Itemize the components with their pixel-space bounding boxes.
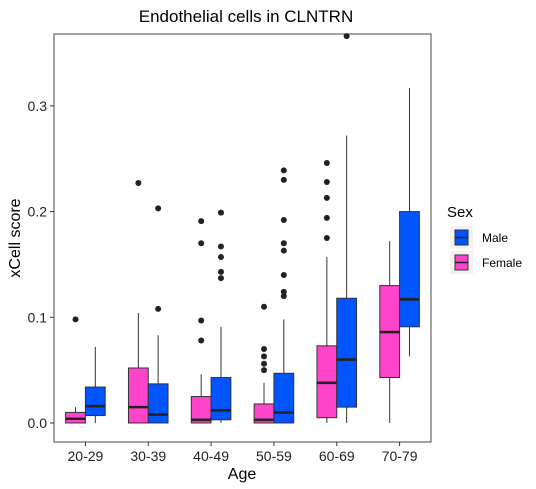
outlier-point bbox=[323, 178, 330, 185]
x-tick-label: 60-69 bbox=[319, 448, 355, 464]
box-male-60-69 bbox=[336, 33, 358, 423]
outlier-point bbox=[217, 268, 224, 275]
y-tick-label: 0.2 bbox=[28, 204, 48, 220]
outlier-point bbox=[280, 240, 287, 247]
outlier-point bbox=[198, 218, 205, 225]
outlier-point bbox=[198, 317, 205, 324]
x-axis-title: Age bbox=[228, 466, 257, 483]
box-iqr bbox=[210, 377, 232, 421]
outlier-point bbox=[261, 367, 268, 374]
outlier-point bbox=[217, 275, 224, 282]
x-tick-label: 30-39 bbox=[130, 448, 166, 464]
x-tick-label: 70-79 bbox=[382, 448, 418, 464]
outlier-point bbox=[280, 271, 287, 278]
outlier-point bbox=[323, 235, 330, 241]
outlier-point bbox=[280, 288, 287, 295]
outlier-point bbox=[217, 243, 224, 250]
y-tick-label: 0.1 bbox=[28, 309, 48, 325]
box-female-60-69 bbox=[316, 159, 338, 423]
box-female-50-59 bbox=[253, 303, 275, 424]
outlier-point bbox=[280, 176, 287, 183]
box-female-30-39 bbox=[127, 180, 149, 424]
outlier-point bbox=[261, 345, 268, 352]
chart-title: Endothelial cells in CLNTRN bbox=[139, 7, 353, 26]
y-axis-title: xCell score bbox=[7, 198, 24, 277]
box-iqr bbox=[399, 211, 420, 328]
outlier-point bbox=[280, 217, 287, 224]
legend-title: Sex bbox=[447, 204, 473, 221]
outlier-point bbox=[72, 316, 79, 323]
box-iqr bbox=[273, 372, 295, 424]
y-axis: 0.0 0.1 0.2 0.3 bbox=[28, 98, 54, 431]
x-tick-label: 50-59 bbox=[256, 448, 292, 464]
outlier-point bbox=[135, 180, 142, 187]
y-tick-label: 0.3 bbox=[28, 98, 48, 114]
x-tick-label: 20-29 bbox=[68, 448, 104, 464]
box-iqr bbox=[84, 386, 106, 417]
outlier-point bbox=[323, 159, 330, 166]
outlier-point bbox=[261, 360, 268, 367]
plot-panel bbox=[53, 33, 432, 443]
box-male-30-39 bbox=[147, 205, 169, 424]
box-male-40-49 bbox=[210, 209, 232, 423]
outlier-point bbox=[217, 209, 224, 216]
box-iqr bbox=[336, 297, 358, 408]
box-male-20-29 bbox=[84, 346, 106, 423]
outlier-point bbox=[217, 254, 224, 261]
box-female-70-79 bbox=[379, 241, 401, 423]
box-layer bbox=[65, 33, 420, 424]
outlier-point bbox=[198, 337, 205, 344]
outlier-point bbox=[323, 194, 330, 201]
box-female-40-49 bbox=[190, 218, 212, 424]
outlier-point bbox=[343, 33, 350, 40]
outlier-point bbox=[261, 303, 268, 310]
box-female-20-29 bbox=[65, 316, 86, 424]
outlier-point bbox=[198, 240, 205, 247]
outlier-point bbox=[323, 214, 330, 221]
outlier-point bbox=[280, 167, 287, 174]
legend-label-female: Female bbox=[482, 256, 522, 270]
x-axis: 20-29 30-39 40-49 50-59 60-69 70-79 bbox=[68, 442, 418, 464]
outlier-point bbox=[155, 205, 162, 212]
box-male-70-79 bbox=[399, 87, 420, 357]
outlier-point bbox=[155, 305, 162, 312]
y-tick-label: 0.0 bbox=[28, 415, 48, 431]
outlier-point bbox=[261, 353, 268, 360]
legend-label-male: Male bbox=[482, 231, 508, 245]
box-iqr bbox=[127, 367, 149, 424]
outlier-point bbox=[280, 293, 287, 300]
box-male-50-59 bbox=[273, 167, 295, 424]
legend: Sex Male Female bbox=[447, 204, 522, 274]
x-tick-label: 40-49 bbox=[193, 448, 229, 464]
box-iqr bbox=[147, 383, 169, 424]
outlier-point bbox=[280, 247, 287, 254]
